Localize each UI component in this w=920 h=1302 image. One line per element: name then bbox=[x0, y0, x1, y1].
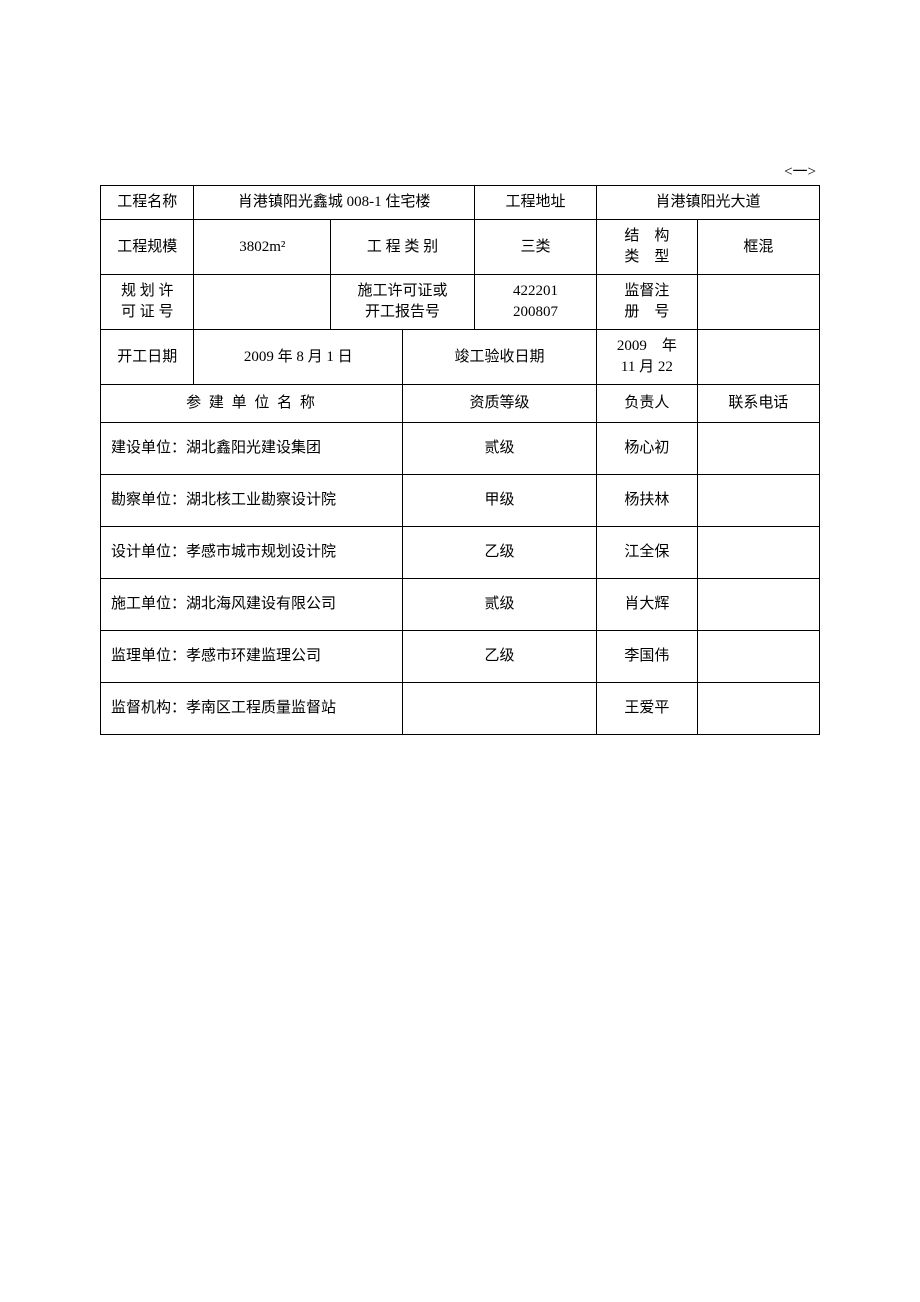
row-unit-supervise-agency: 监督机构：孝南区工程质量监督站 王爱平 bbox=[101, 683, 820, 735]
unit-person: 王爱平 bbox=[597, 683, 698, 735]
unit-phone bbox=[697, 527, 819, 579]
header-unit-name: 参 建 单 位 名 称 bbox=[101, 385, 403, 423]
header-person: 负责人 bbox=[597, 385, 698, 423]
unit-phone bbox=[697, 631, 819, 683]
label-structure-type-bottom: 类 型 bbox=[624, 249, 669, 265]
label-construction-permit-top: 施工许可证或 bbox=[357, 283, 447, 299]
row-unit-design: 设计单位：孝感市城市规划设计院 乙级 江全保 bbox=[101, 527, 820, 579]
label-project-name: 工程名称 bbox=[101, 186, 194, 220]
label-construction-permit-bottom: 开工报告号 bbox=[365, 304, 440, 320]
unit-qualification: 贰级 bbox=[402, 423, 596, 475]
unit-phone bbox=[697, 579, 819, 631]
value-construction-permit-top: 422201 bbox=[513, 283, 558, 299]
label-supervise-register-bottom: 册 号 bbox=[624, 304, 669, 320]
value-project-scale: 3802m² bbox=[194, 220, 331, 275]
row-unit-construction: 建设单位：湖北鑫阳光建设集团 贰级 杨心初 bbox=[101, 423, 820, 475]
unit-person: 肖大辉 bbox=[597, 579, 698, 631]
unit-person: 李国伟 bbox=[597, 631, 698, 683]
value-complete-date-top: 2009 年 bbox=[617, 338, 677, 354]
unit-label: 勘察单位：湖北核工业勘察设计院 bbox=[101, 475, 403, 527]
label-planning-license-bottom: 可 证 号 bbox=[121, 304, 174, 320]
unit-qualification: 甲级 bbox=[402, 475, 596, 527]
unit-label: 建设单位：湖北鑫阳光建设集团 bbox=[101, 423, 403, 475]
row-unit-supervisor: 监理单位：孝感市环建监理公司 乙级 李国伟 bbox=[101, 631, 820, 683]
value-complete-date: 2009 年 11 月 22 bbox=[597, 330, 698, 385]
label-structure-type-top: 结 构 bbox=[624, 228, 669, 244]
label-structure-type: 结 构 类 型 bbox=[597, 220, 698, 275]
row-unit-survey: 勘察单位：湖北核工业勘察设计院 甲级 杨扶林 bbox=[101, 475, 820, 527]
unit-label: 监理单位：孝感市环建监理公司 bbox=[101, 631, 403, 683]
row-unit-builder: 施工单位：湖北海风建设有限公司 贰级 肖大辉 bbox=[101, 579, 820, 631]
label-project-scale: 工程规模 bbox=[101, 220, 194, 275]
row-dates: 开工日期 2009 年 8 月 1 日 竣工验收日期 2009 年 11 月 2… bbox=[101, 330, 820, 385]
page-marker: <一> bbox=[100, 160, 820, 181]
unit-phone bbox=[697, 683, 819, 735]
value-supervise-register bbox=[697, 275, 819, 330]
value-construction-permit-bottom: 200807 bbox=[513, 304, 558, 320]
unit-label: 设计单位：孝感市城市规划设计院 bbox=[101, 527, 403, 579]
value-project-name: 肖港镇阳光鑫城 008-1 住宅楼 bbox=[194, 186, 474, 220]
value-project-address: 肖港镇阳光大道 bbox=[597, 186, 820, 220]
label-planning-license-top: 规 划 许 bbox=[121, 283, 174, 299]
unit-qualification: 乙级 bbox=[402, 527, 596, 579]
row-project-name: 工程名称 肖港镇阳光鑫城 008-1 住宅楼 工程地址 肖港镇阳光大道 bbox=[101, 186, 820, 220]
unit-label: 监督机构：孝南区工程质量监督站 bbox=[101, 683, 403, 735]
value-complete-date-bottom: 11 月 22 bbox=[621, 359, 673, 375]
label-project-address: 工程地址 bbox=[474, 186, 596, 220]
unit-phone bbox=[697, 475, 819, 527]
unit-person: 江全保 bbox=[597, 527, 698, 579]
row-project-scale: 工程规模 3802m² 工 程 类 别 三类 结 构 类 型 框混 bbox=[101, 220, 820, 275]
project-info-table: 工程名称 肖港镇阳光鑫城 008-1 住宅楼 工程地址 肖港镇阳光大道 工程规模… bbox=[100, 185, 820, 735]
unit-qualification: 乙级 bbox=[402, 631, 596, 683]
label-construction-permit: 施工许可证或 开工报告号 bbox=[331, 275, 475, 330]
unit-person: 杨心初 bbox=[597, 423, 698, 475]
value-structure-type: 框混 bbox=[697, 220, 819, 275]
value-project-category: 三类 bbox=[474, 220, 596, 275]
value-start-date: 2009 年 8 月 1 日 bbox=[194, 330, 403, 385]
unit-phone bbox=[697, 423, 819, 475]
label-project-category: 工 程 类 别 bbox=[331, 220, 475, 275]
value-complete-date-after bbox=[697, 330, 819, 385]
row-units-header: 参 建 单 位 名 称 资质等级 负责人 联系电话 bbox=[101, 385, 820, 423]
header-phone: 联系电话 bbox=[697, 385, 819, 423]
label-supervise-register-top: 监督注 bbox=[624, 283, 669, 299]
unit-qualification bbox=[402, 683, 596, 735]
label-supervise-register: 监督注 册 号 bbox=[597, 275, 698, 330]
unit-label: 施工单位：湖北海风建设有限公司 bbox=[101, 579, 403, 631]
unit-person: 杨扶林 bbox=[597, 475, 698, 527]
value-construction-permit: 422201 200807 bbox=[474, 275, 596, 330]
value-planning-license bbox=[194, 275, 331, 330]
row-licenses: 规 划 许 可 证 号 施工许可证或 开工报告号 422201 200807 监… bbox=[101, 275, 820, 330]
label-start-date: 开工日期 bbox=[101, 330, 194, 385]
label-complete-date: 竣工验收日期 bbox=[402, 330, 596, 385]
label-planning-license: 规 划 许 可 证 号 bbox=[101, 275, 194, 330]
unit-qualification: 贰级 bbox=[402, 579, 596, 631]
header-qualification: 资质等级 bbox=[402, 385, 596, 423]
